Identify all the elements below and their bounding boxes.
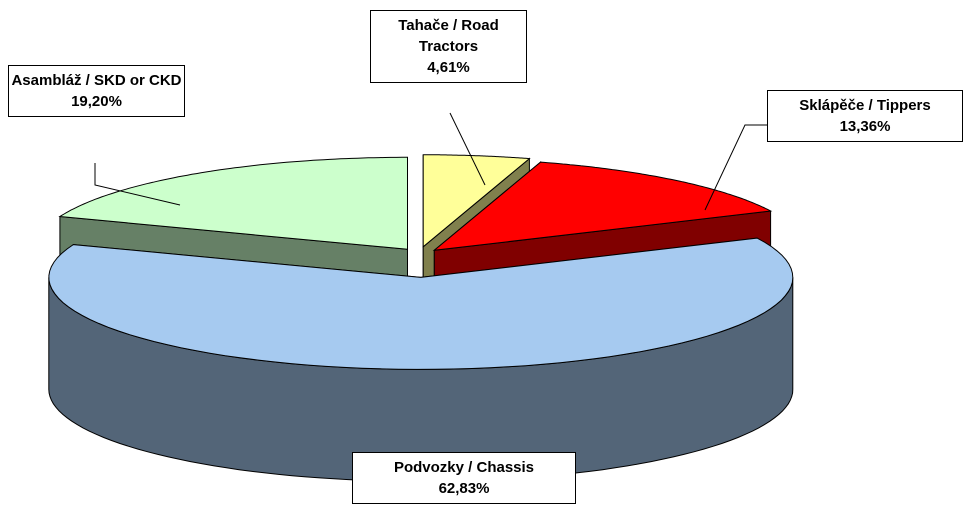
slice: [432, 161, 773, 251]
leader-line: [94, 163, 181, 206]
slice: [422, 154, 531, 248]
category-label: Asambláž / SKD or CKD: [11, 72, 182, 89]
category-label: Podvozky / Chassis: [393, 459, 535, 476]
slice: [48, 237, 794, 482]
data-label-box: Podvozky / Chassis 62,83%: [352, 452, 576, 504]
leader-line: [449, 112, 486, 186]
data-label-box: Asambláž / SKD or CKD 19,20%: [8, 65, 185, 117]
slice: [48, 237, 794, 370]
slice: [58, 156, 408, 250]
value-label: 19,20%: [71, 93, 122, 110]
category-label: Sklápěče / Tippers: [799, 97, 931, 114]
value-label: 13,36%: [839, 118, 891, 135]
data-label-box: Sklápěče / Tippers 13,36%: [767, 90, 963, 142]
value-label: 62,83%: [438, 480, 490, 497]
data-label-box: Tahače / Road Tractors 4,61%: [370, 10, 527, 83]
value-label: 4,61%: [427, 59, 470, 76]
category-label: Tahače / Road Tractors: [398, 17, 499, 55]
leader-line: [704, 124, 767, 211]
